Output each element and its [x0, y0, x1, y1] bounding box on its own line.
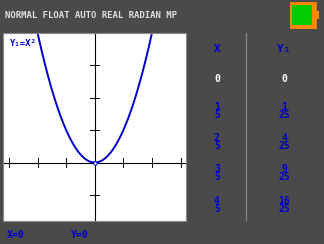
Text: 9
25: 9 25 [278, 164, 290, 182]
Text: 1
25: 1 25 [278, 102, 290, 120]
Text: 0: 0 [281, 74, 287, 84]
Text: 4
25: 4 25 [278, 133, 290, 151]
Text: 1
5: 1 5 [214, 102, 220, 120]
Text: 0: 0 [214, 74, 220, 84]
Text: 3
5: 3 5 [214, 164, 220, 182]
Bar [315, 11, 319, 20]
Text: NORMAL FLOAT AUTO REAL RADIAN MP: NORMAL FLOAT AUTO REAL RADIAN MP [5, 11, 177, 20]
Text: 2
5: 2 5 [214, 133, 220, 151]
Text: Y₁: Y₁ [277, 44, 291, 54]
Bar [292, 5, 312, 25]
Bar [290, 3, 315, 28]
Text: Y=0: Y=0 [71, 230, 89, 240]
Text: Y₁=X²: Y₁=X² [9, 39, 36, 48]
Text: X=0: X=0 [6, 230, 24, 240]
Text: 4
5: 4 5 [214, 195, 220, 214]
Text: 16
25: 16 25 [278, 195, 290, 214]
Text: X: X [214, 44, 220, 54]
